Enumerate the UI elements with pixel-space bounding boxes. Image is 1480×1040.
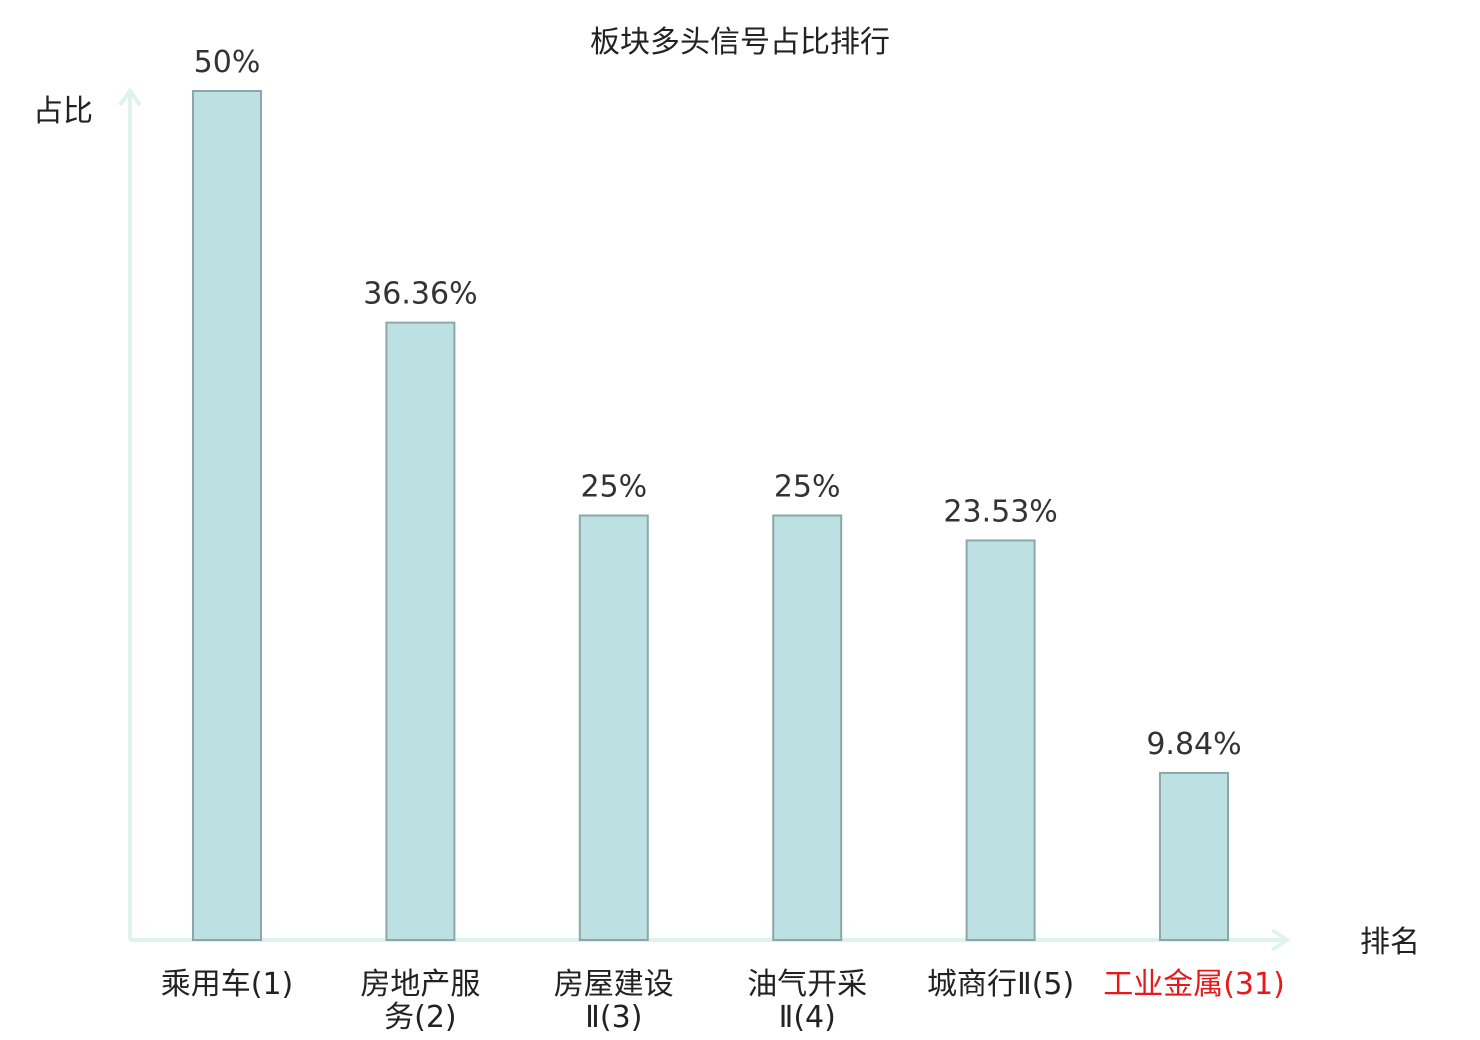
- data-label: 23.53%: [943, 494, 1057, 529]
- y-axis-arrow-icon: [118, 87, 142, 107]
- data-label: 25%: [774, 470, 841, 505]
- data-label: 25%: [580, 470, 647, 505]
- data-label: 36.36%: [363, 277, 477, 312]
- bar: [192, 90, 262, 941]
- chart-axes: [118, 87, 1291, 952]
- bar: [965, 539, 1036, 941]
- x-axis-arrow-icon: [1270, 928, 1291, 952]
- data-label: 50%: [194, 45, 261, 80]
- x-tick-label: 房屋建设: [554, 967, 674, 1002]
- x-tick-label: Ⅱ(3): [585, 1000, 642, 1035]
- x-axis-label: 排名: [1360, 925, 1420, 960]
- x-tick-label: 油气开采: [747, 967, 867, 1002]
- bar-series: [192, 90, 1229, 942]
- x-tick-label: 务(2): [384, 1000, 457, 1035]
- bar: [772, 514, 843, 941]
- x-tick-label: 工业金属(31): [1103, 967, 1285, 1002]
- chart-title: 板块多头信号占比排行: [590, 25, 890, 60]
- x-tick-label: 乘用车(1): [161, 967, 294, 1002]
- data-label: 9.84%: [1146, 727, 1241, 762]
- bar: [578, 514, 649, 941]
- x-tick-label: Ⅱ(4): [779, 1000, 836, 1035]
- y-axis-label: 占比: [33, 94, 93, 129]
- value-labels: 50% 36.36% 25% 25% 23.53% 9.84%: [194, 45, 1242, 762]
- x-tick-label: 城商行Ⅱ(5): [927, 967, 1074, 1002]
- bar: [385, 321, 456, 942]
- x-tick-label: 房地产服: [360, 967, 480, 1002]
- bar: [1159, 771, 1229, 942]
